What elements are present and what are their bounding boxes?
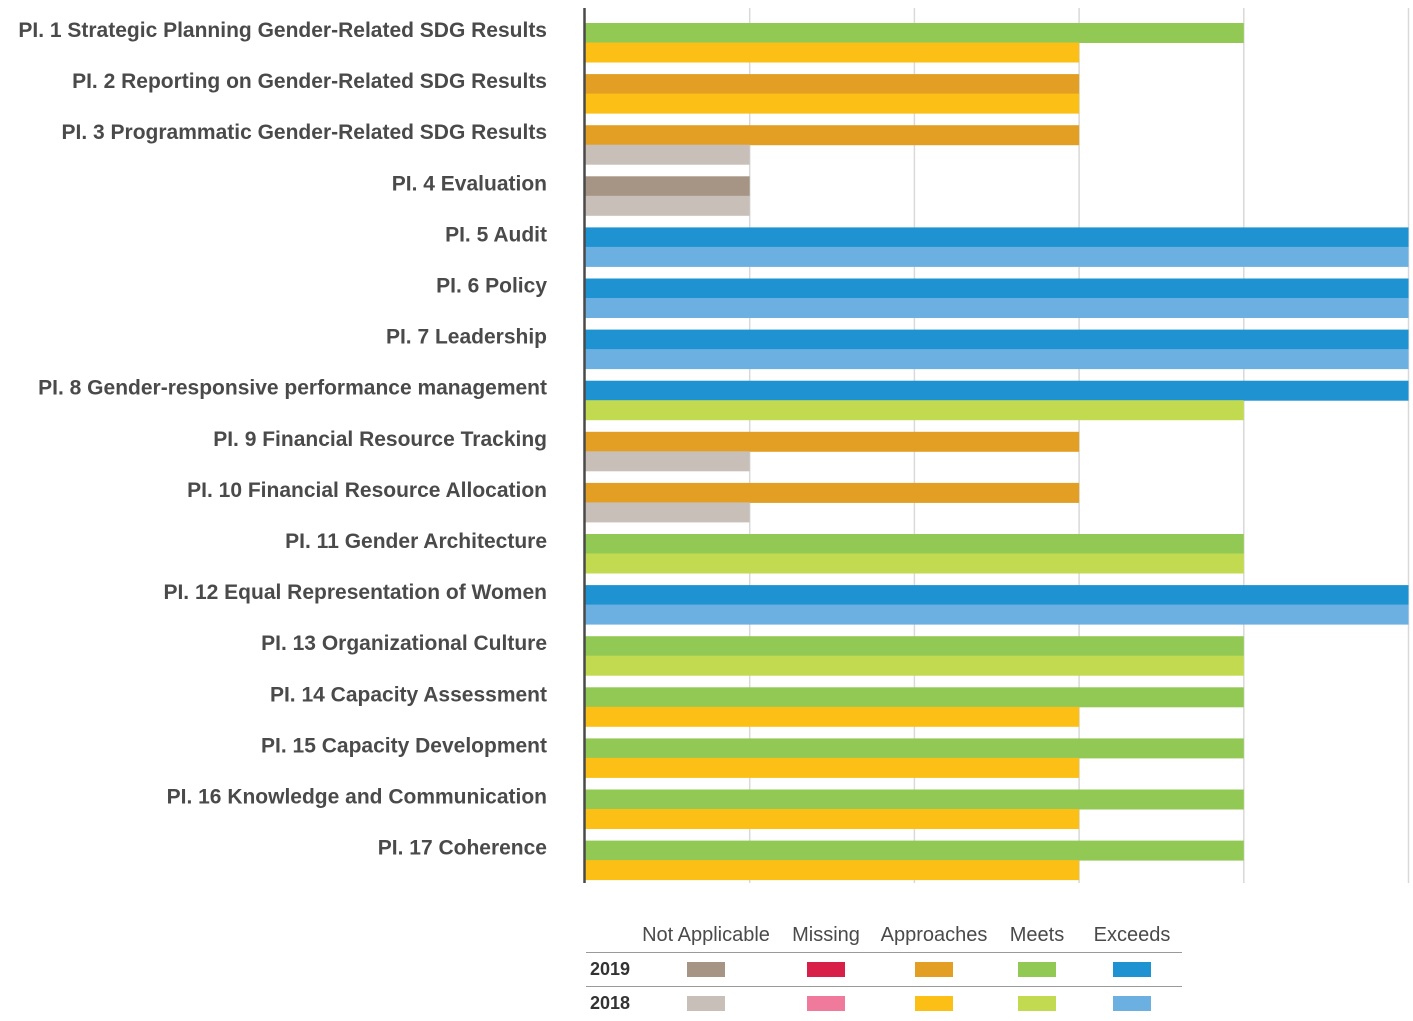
bar-2018-pi-13 [585,655,1244,676]
bar-2018-pi-4 [585,195,750,216]
bar-2018-pi-1 [585,42,1080,63]
swatch-2019-exceeds [1113,961,1151,977]
legend-year-2018: 2018 [590,993,631,1013]
bar-2019-pi-1 [585,23,1244,43]
legend: Not Applicable Missing Approaches Meets … [586,918,1186,1020]
bar-2018-pi-8 [585,400,1244,421]
bar-2018-pi-3 [585,144,750,165]
category-label: PI. 13 Organizational Culture [261,632,547,655]
bar-2019-pi-17 [585,840,1244,861]
category-label: PI. 10 Financial Resource Allocation [187,479,547,502]
bar-2018-pi-11 [585,553,1244,574]
swatch-2019-not-applicable [687,961,725,977]
legend-header-exceeds: Exceeds [1093,923,1171,946]
bar-2018-pi-10 [585,502,750,523]
legend-header-missing: Missing [792,923,860,946]
bar-2019-pi-13 [585,636,1244,657]
category-label: PI. 5 Audit [445,223,547,246]
swatch-2018-exceeds [1113,995,1151,1011]
bar-2018-pi-5 [585,246,1409,267]
bar-2018-pi-17 [585,860,1080,881]
bar-2018-pi-7 [585,349,1409,370]
swatch-2018-approaches [915,995,953,1011]
legend-header-not-applicable: Not Applicable [642,923,770,946]
category-label: PI. 12 Equal Representation of Women [163,581,547,604]
category-label: PI. 8 Gender-responsive performance mana… [38,377,547,400]
legend-header-meets: Meets [1009,923,1065,946]
legend-table: Not Applicable Missing Approaches Meets … [586,918,1182,1020]
category-label: PI. 16 Knowledge and Communication [167,786,547,809]
legend-year-2019: 2019 [586,952,636,987]
category-label: PI. 4 Evaluation [392,172,547,195]
category-label: PI. 3 Programmatic Gender-Related SDG Re… [62,121,547,144]
bar-2018-pi-12 [585,604,1409,625]
category-label: PI. 17 Coherence [378,837,547,860]
category-label: PI. 9 Financial Resource Tracking [213,428,547,451]
category-label: PI. 6 Policy [436,275,547,298]
bar-2019-pi-4 [585,176,750,197]
bar-2019-pi-14 [585,687,1244,708]
swatch-2018-missing [807,995,845,1011]
swatch-2018-meets [1018,995,1056,1011]
category-label: PI. 1 Strategic Planning Gender-Related … [18,19,547,42]
bar-2019-pi-5 [585,227,1409,248]
swatch-2019-missing [807,961,845,977]
category-label: PI. 7 Leadership [386,326,547,349]
bar-2018-pi-14 [585,706,1080,727]
bar-2019-pi-15 [585,738,1244,759]
swatch-2019-approaches [915,961,953,977]
bar-2019-pi-6 [585,278,1409,299]
category-label: PI. 14 Capacity Assessment [270,683,547,706]
bar-2018-pi-15 [585,757,1080,778]
category-label: PI. 2 Reporting on Gender-Related SDG Re… [72,70,547,93]
bar-2018-pi-2 [585,93,1080,114]
legend-row-2019: 2019 [586,952,1182,987]
swatch-2019-meets [1018,961,1056,977]
category-labels: PI. 1 Strategic Planning Gender-Related … [18,19,547,860]
bar-2019-pi-7 [585,329,1409,350]
bar-2019-pi-12 [585,585,1409,606]
bars [585,23,1409,881]
bar-2019-pi-2 [585,74,1080,95]
swatch-2018-not-applicable [687,995,725,1011]
bar-2018-pi-9 [585,451,750,472]
bar-2019-pi-9 [585,431,1080,452]
legend-row-2018: 2018 [586,987,1182,1021]
legend-corner [586,918,636,953]
bar-2019-pi-3 [585,125,1080,146]
bar-2018-pi-16 [585,809,1080,829]
bar-2019-pi-16 [585,789,1244,810]
bar-2018-pi-6 [585,298,1409,318]
bar-2019-pi-8 [585,380,1409,401]
legend-header-approaches: Approaches [880,923,988,946]
category-label: PI. 15 Capacity Development [261,734,547,757]
bar-2019-pi-11 [585,534,1244,554]
category-label: PI. 11 Gender Architecture [285,530,547,553]
chart: PI. 1 Strategic Planning Gender-Related … [18,8,1410,883]
bar-2019-pi-10 [585,482,1080,503]
